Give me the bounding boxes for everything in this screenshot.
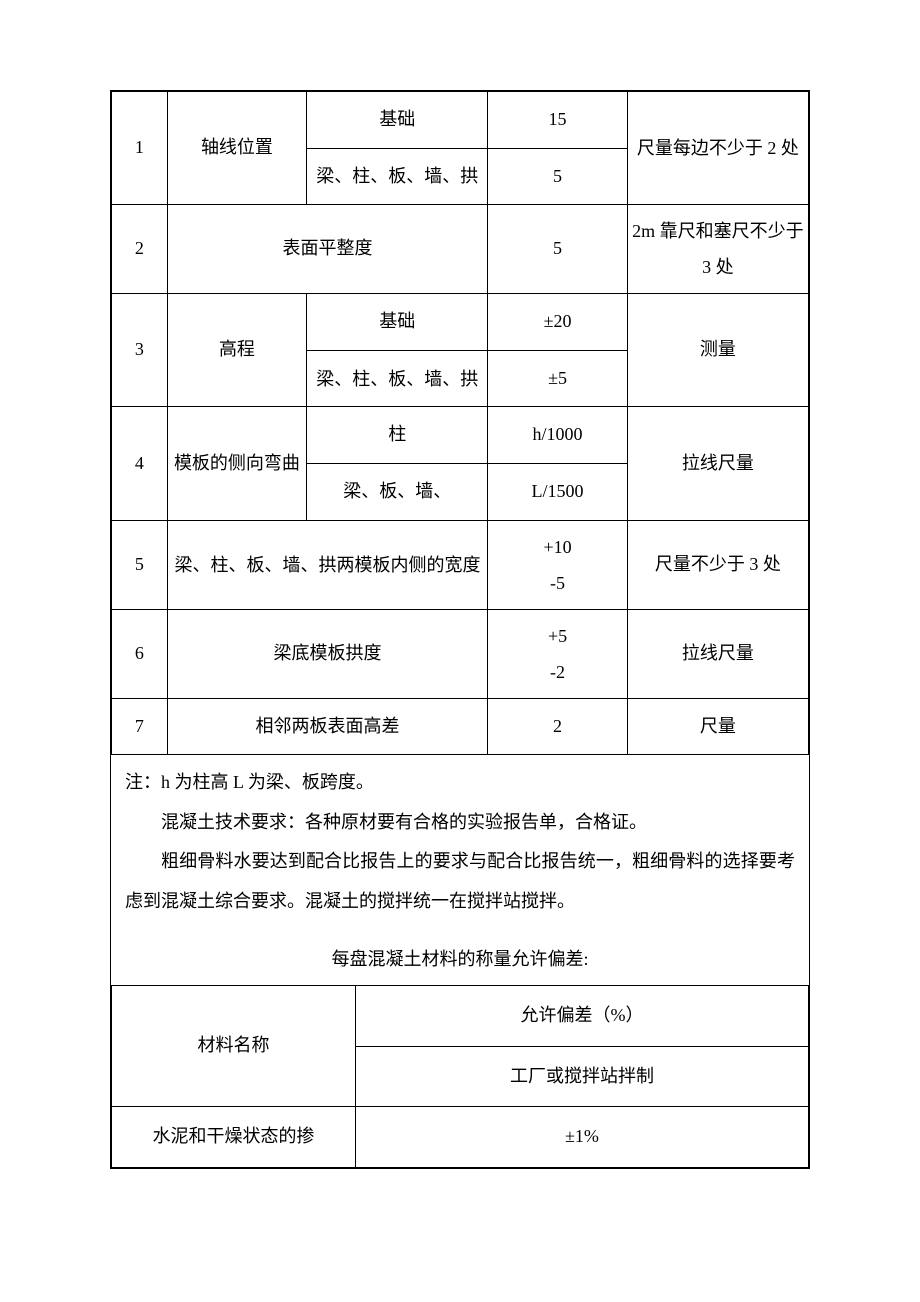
- table-row: 7 相邻两板表面高差 2 尺量: [112, 698, 809, 755]
- table-row: 1 轴线位置 基础 15 尺量每边不少于 2 处: [112, 92, 809, 149]
- header-tolerance: 允许偏差（%）: [355, 986, 808, 1047]
- table-row: 6 梁底模板拱度 +5-2 拉线尺量: [112, 609, 809, 698]
- row-method: 2m 靠尺和塞尺不少于 3 处: [627, 205, 808, 294]
- header-material: 材料名称: [112, 986, 356, 1107]
- row-sub: 梁、柱、板、墙、拱: [307, 350, 488, 407]
- row-method: 尺量不少于 3 处: [627, 520, 808, 609]
- note-line: 粗细骨料水要达到配合比报告上的要求与配合比报告统一，粗细骨料的选择要考虑到混凝土…: [125, 842, 795, 921]
- material-tolerance: ±1%: [355, 1107, 808, 1168]
- page-frame: 1 轴线位置 基础 15 尺量每边不少于 2 处 梁、柱、板、墙、拱 5 2 表…: [110, 90, 810, 1169]
- row-method: 测量: [627, 294, 808, 407]
- row-name: 梁底模板拱度: [167, 609, 488, 698]
- table-row: 水泥和干燥状态的掺 ±1%: [112, 1107, 809, 1168]
- row-val: +5-2: [488, 609, 627, 698]
- row-val: 2: [488, 698, 627, 755]
- row-val: 15: [488, 92, 627, 149]
- tolerance-table-1: 1 轴线位置 基础 15 尺量每边不少于 2 处 梁、柱、板、墙、拱 5 2 表…: [111, 91, 809, 755]
- row-method: 尺量每边不少于 2 处: [627, 92, 808, 205]
- row-val: L/1500: [488, 463, 627, 520]
- row-sub: 梁、板、墙、: [307, 463, 488, 520]
- row-name: 表面平整度: [167, 205, 488, 294]
- header-factory: 工厂或搅拌站拌制: [355, 1046, 808, 1107]
- row-name: 模板的侧向弯曲: [167, 407, 306, 520]
- table-row: 2 表面平整度 5 2m 靠尺和塞尺不少于 3 处: [112, 205, 809, 294]
- row-name: 高程: [167, 294, 306, 407]
- row-number: 2: [112, 205, 168, 294]
- row-number: 4: [112, 407, 168, 520]
- row-val: 5: [488, 205, 627, 294]
- row-number: 7: [112, 698, 168, 755]
- row-val: +10-5: [488, 520, 627, 609]
- row-val: ±5: [488, 350, 627, 407]
- row-sub: 基础: [307, 294, 488, 351]
- material-name: 水泥和干燥状态的掺: [112, 1107, 356, 1168]
- note-line: 注：h 为柱高 L 为梁、板跨度。: [125, 763, 795, 803]
- table-row: 材料名称 允许偏差（%）: [112, 986, 809, 1047]
- row-name: 相邻两板表面高差: [167, 698, 488, 755]
- row-number: 1: [112, 92, 168, 205]
- notes-section: 注：h 为柱高 L 为梁、板跨度。 混凝土技术要求：各种原材要有合格的实验报告单…: [111, 755, 809, 929]
- row-sub: 柱: [307, 407, 488, 464]
- row-method: 拉线尺量: [627, 407, 808, 520]
- row-name: 梁、柱、板、墙、拱两模板内侧的宽度: [167, 520, 488, 609]
- table-row: 5 梁、柱、板、墙、拱两模板内侧的宽度 +10-5 尺量不少于 3 处: [112, 520, 809, 609]
- table-row: 4 模板的侧向弯曲 柱 h/1000 拉线尺量: [112, 407, 809, 464]
- tolerance-table-2: 材料名称 允许偏差（%） 工厂或搅拌站拌制 水泥和干燥状态的掺 ±1%: [111, 985, 809, 1168]
- row-sub: 基础: [307, 92, 488, 149]
- row-number: 5: [112, 520, 168, 609]
- row-method: 拉线尺量: [627, 609, 808, 698]
- row-number: 6: [112, 609, 168, 698]
- row-name: 轴线位置: [167, 92, 306, 205]
- table-row: 3 高程 基础 ±20 测量: [112, 294, 809, 351]
- row-val: ±20: [488, 294, 627, 351]
- table2-title: 每盘混凝土材料的称量允许偏差:: [111, 930, 809, 986]
- row-number: 3: [112, 294, 168, 407]
- row-sub: 梁、柱、板、墙、拱: [307, 148, 488, 205]
- row-val: 5: [488, 148, 627, 205]
- note-line: 混凝土技术要求：各种原材要有合格的实验报告单，合格证。: [125, 803, 795, 843]
- row-val: h/1000: [488, 407, 627, 464]
- row-method: 尺量: [627, 698, 808, 755]
